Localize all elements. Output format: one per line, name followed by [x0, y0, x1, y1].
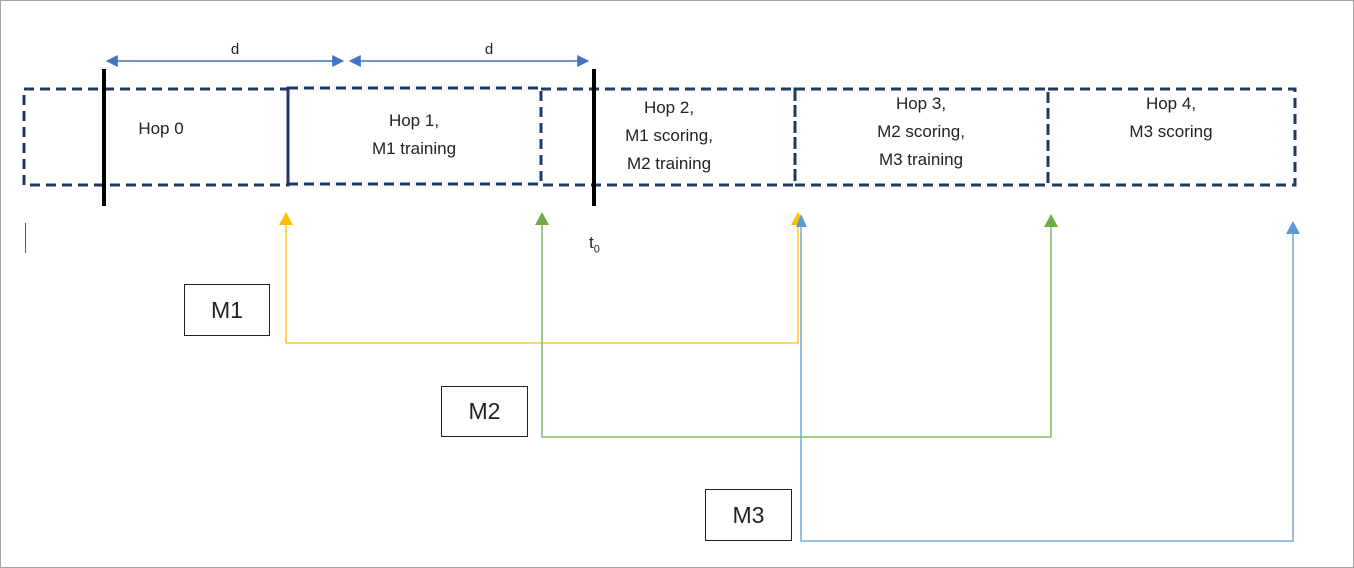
t0-subscript: 0 — [593, 243, 600, 256]
t0-label: t0 — [589, 233, 600, 255]
hop-boxes — [22, 86, 1297, 187]
hop-4-line-2: M3 scoring — [1129, 122, 1213, 141]
d-label-2: d — [484, 41, 494, 58]
hop-1-label: Hop 1, M1 training — [339, 107, 489, 163]
hop-3-line-1: Hop 3, — [895, 94, 947, 113]
m3-arrowhead-right — [1286, 221, 1300, 234]
hop-2-line-3: M2 training — [626, 154, 712, 173]
hop-1-box — [286, 86, 543, 186]
hop-1-line-1: Hop 1, — [388, 111, 440, 130]
hop-2-line-2: M1 scoring, — [625, 126, 713, 145]
hop-0-line-1: Hop 0 — [138, 119, 184, 138]
hop-2-line-1: Hop 2, — [643, 98, 695, 117]
d-label-1: d — [230, 41, 240, 58]
hop-0-label: Hop 0 — [111, 115, 211, 143]
m2-box: M2 — [441, 386, 528, 437]
m2-arrowhead-right — [1044, 214, 1058, 227]
text-cursor-mark — [25, 223, 26, 253]
hop-3-line-2: M2 scoring, — [877, 122, 965, 141]
m1-arrowhead-left — [279, 212, 293, 225]
m2-connector — [535, 212, 1058, 438]
hop-3-line-3: M3 training — [878, 150, 964, 169]
hop-4-box — [1046, 87, 1297, 187]
m2-arrowhead-left — [535, 212, 549, 225]
hop-4-line-1: Hop 4, — [1145, 94, 1197, 113]
m3-arrowhead-left — [796, 214, 807, 227]
m1-box: M1 — [184, 284, 270, 336]
hop-3-box — [793, 87, 1050, 187]
m3-box: M3 — [705, 489, 792, 541]
t0-base: t — [589, 233, 594, 252]
hop-3-label: Hop 3, M2 scoring, M3 training — [846, 90, 996, 174]
hop-2-label: Hop 2, M1 scoring, M2 training — [594, 94, 744, 178]
hop-4-label: Hop 4, M3 scoring — [1096, 90, 1246, 146]
hop-1-line-2: M1 training — [371, 139, 457, 158]
m3-connector — [796, 214, 1300, 542]
